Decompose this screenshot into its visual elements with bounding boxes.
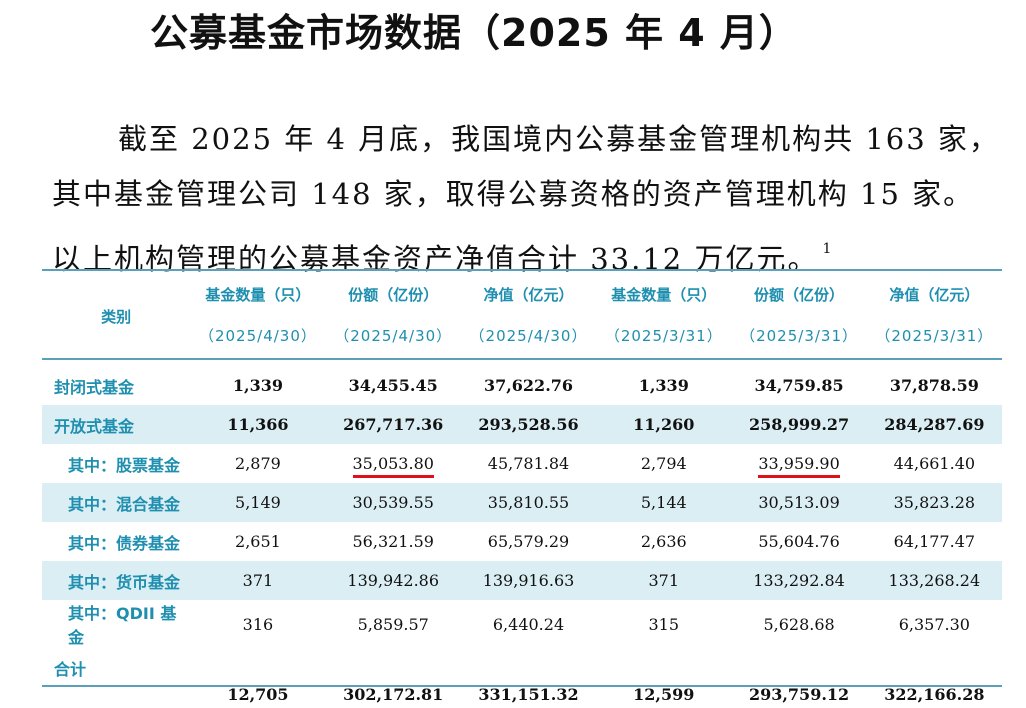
cell: 35,823.28 — [866, 483, 1002, 522]
header-date: （2025/4/30） — [469, 327, 588, 345]
header-date: （2025/4/30） — [198, 327, 317, 345]
cell: 34,455.45 — [348, 376, 438, 395]
cell: 2,879 — [235, 454, 281, 473]
cell: 65,579.29 — [487, 532, 570, 551]
page-title: 公募基金市场数据（2025 年 4 月） — [150, 11, 798, 55]
cell: 316 — [242, 614, 274, 634]
table-header-row: 类别 基金数量（只） （2025/4/30） 份额（亿份） （2025/4/30） … — [42, 272, 1002, 360]
cell: 11,366 — [190, 405, 326, 444]
cell: 5,628.68 — [763, 614, 835, 634]
row-label: 其中：股票基金 — [68, 455, 181, 475]
header-col-2: 份额（亿份） （2025/4/30） — [325, 272, 461, 360]
header-col-5: 份额（亿份） （2025/3/31） — [731, 272, 867, 360]
cell: 45,781.84 — [487, 454, 570, 473]
cell: 2,651 — [235, 532, 281, 551]
row-label: 封闭式基金 — [54, 377, 135, 397]
summary-line-1: 截至 2025 年 4 月底，我国境内公募基金管理机构共 163 家， — [118, 122, 1000, 156]
cell: 315 — [648, 614, 680, 634]
table-row-equity: 其中：股票基金 2,879 35,053.80 45,781.84 2,794 … — [42, 444, 1002, 483]
header-date: （2025/3/31） — [604, 327, 723, 345]
cell: 5,144 — [596, 483, 732, 522]
header-label: 净值（亿元） — [889, 286, 980, 304]
summary-paragraph: 截至 2025 年 4 月底，我国境内公募基金管理机构共 163 家， 其中基金… — [52, 112, 1000, 287]
fund-data-table: 类别 基金数量（只） （2025/4/30） 份额（亿份） （2025/4/30） … — [42, 272, 1002, 708]
table-row-closed-end: 封闭式基金 1,339 34,455.45 37,622.76 1,339 34… — [42, 359, 1002, 405]
row-label: 开放式基金 — [42, 405, 191, 444]
cell: 133,292.84 — [731, 561, 867, 600]
cell: 6,357.30 — [898, 614, 970, 634]
red-underline-value: 33,959.90 — [758, 454, 840, 478]
cell: 258,999.27 — [731, 405, 867, 444]
table-row-open-end: 开放式基金 11,366 267,717.36 293,528.56 11,26… — [42, 405, 1002, 444]
table-top-rule — [42, 269, 1002, 271]
header-col-4: 基金数量（只） （2025/3/31） — [596, 272, 732, 360]
header-category-label: 类别 — [101, 308, 132, 326]
cell: 293,759.12 — [748, 685, 850, 704]
cell: 139,942.86 — [325, 561, 461, 600]
cell: 11,260 — [596, 405, 732, 444]
cell: 2,794 — [640, 454, 687, 473]
cell: 1,339 — [638, 376, 689, 395]
header-date: （2025/3/31） — [875, 327, 994, 345]
cell: 34,759.85 — [754, 376, 844, 395]
header-col-3: 净值（亿元） （2025/4/30） — [460, 272, 597, 360]
cell: 1,339 — [232, 376, 283, 395]
header-category: 类别 — [42, 272, 191, 360]
cell: 55,604.76 — [758, 532, 840, 551]
cell: 371 — [596, 561, 732, 600]
header-label: 基金数量（只） — [611, 286, 717, 304]
cell: 322,166.28 — [884, 685, 985, 704]
cell: 37,622.76 — [483, 376, 574, 395]
cell: 133,268.24 — [866, 561, 1002, 600]
cell: 284,287.69 — [866, 405, 1002, 444]
cell: 139,916.63 — [460, 561, 597, 600]
row-label: 合计 — [54, 660, 87, 679]
table-row-money-market: 其中：货币基金 371 139,942.86 139,916.63 371 13… — [42, 561, 1002, 600]
header-label: 份额（亿份） — [348, 286, 439, 304]
row-label: 其中：QDII 基金 — [68, 604, 177, 647]
header-label: 基金数量（只） — [205, 286, 311, 304]
cell: 331,151.32 — [478, 685, 579, 704]
summary-line-2: 其中基金管理公司 148 家，取得公募资格的资产管理机构 15 家。 — [52, 177, 975, 211]
cell: 56,321.59 — [352, 532, 434, 551]
cell: 35,810.55 — [460, 483, 597, 522]
row-label: 其中：债券基金 — [68, 533, 181, 553]
cell: 64,177.47 — [893, 532, 976, 551]
cell: 5,859.57 — [357, 614, 429, 634]
table-row-bond: 其中：债券基金 2,651 56,321.59 65,579.29 2,636 … — [42, 522, 1002, 561]
cell: 302,172.81 — [343, 685, 444, 704]
red-underline-value: 35,053.80 — [352, 454, 434, 478]
cell: 2,636 — [640, 532, 687, 551]
cell: 30,539.55 — [325, 483, 461, 522]
header-col-6: 净值（亿元） （2025/3/31） — [866, 272, 1002, 360]
cell: 6,440.24 — [492, 614, 565, 634]
cell: 37,878.59 — [889, 376, 979, 395]
table-row-qdii: 其中：QDII 基金 316 5,859.57 6,440.24 315 5,6… — [42, 600, 1002, 648]
header-col-1: 基金数量（只） （2025/4/30） — [190, 272, 326, 360]
row-label: 其中：混合基金 — [42, 483, 191, 522]
row-label: 其中：货币基金 — [42, 561, 191, 600]
table-row-total: 合计 12,705 302,172.81 331,151.32 12,599 2… — [42, 648, 1002, 708]
header-label: 份额（亿份） — [754, 286, 845, 304]
cell: 371 — [190, 561, 326, 600]
header-date: （2025/4/30） — [334, 327, 453, 345]
cell-highlighted: 33,959.90 — [731, 444, 866, 483]
table-row-mixed: 其中：混合基金 5,149 30,539.55 35,810.55 5,144 … — [42, 483, 1002, 522]
cell: 293,528.56 — [460, 405, 597, 444]
header-date: （2025/3/31） — [740, 327, 859, 345]
cell: 5,149 — [190, 483, 326, 522]
cell: 267,717.36 — [325, 405, 461, 444]
footnote-marker: 1 — [822, 241, 834, 257]
cell-highlighted: 35,053.80 — [326, 444, 461, 483]
cell: 12,705 — [227, 685, 289, 704]
cell: 44,661.40 — [893, 454, 976, 473]
cell: 12,599 — [633, 685, 695, 704]
header-label: 净值（亿元） — [483, 286, 574, 304]
table-bottom-rule — [42, 685, 1002, 687]
cell: 30,513.09 — [731, 483, 867, 522]
